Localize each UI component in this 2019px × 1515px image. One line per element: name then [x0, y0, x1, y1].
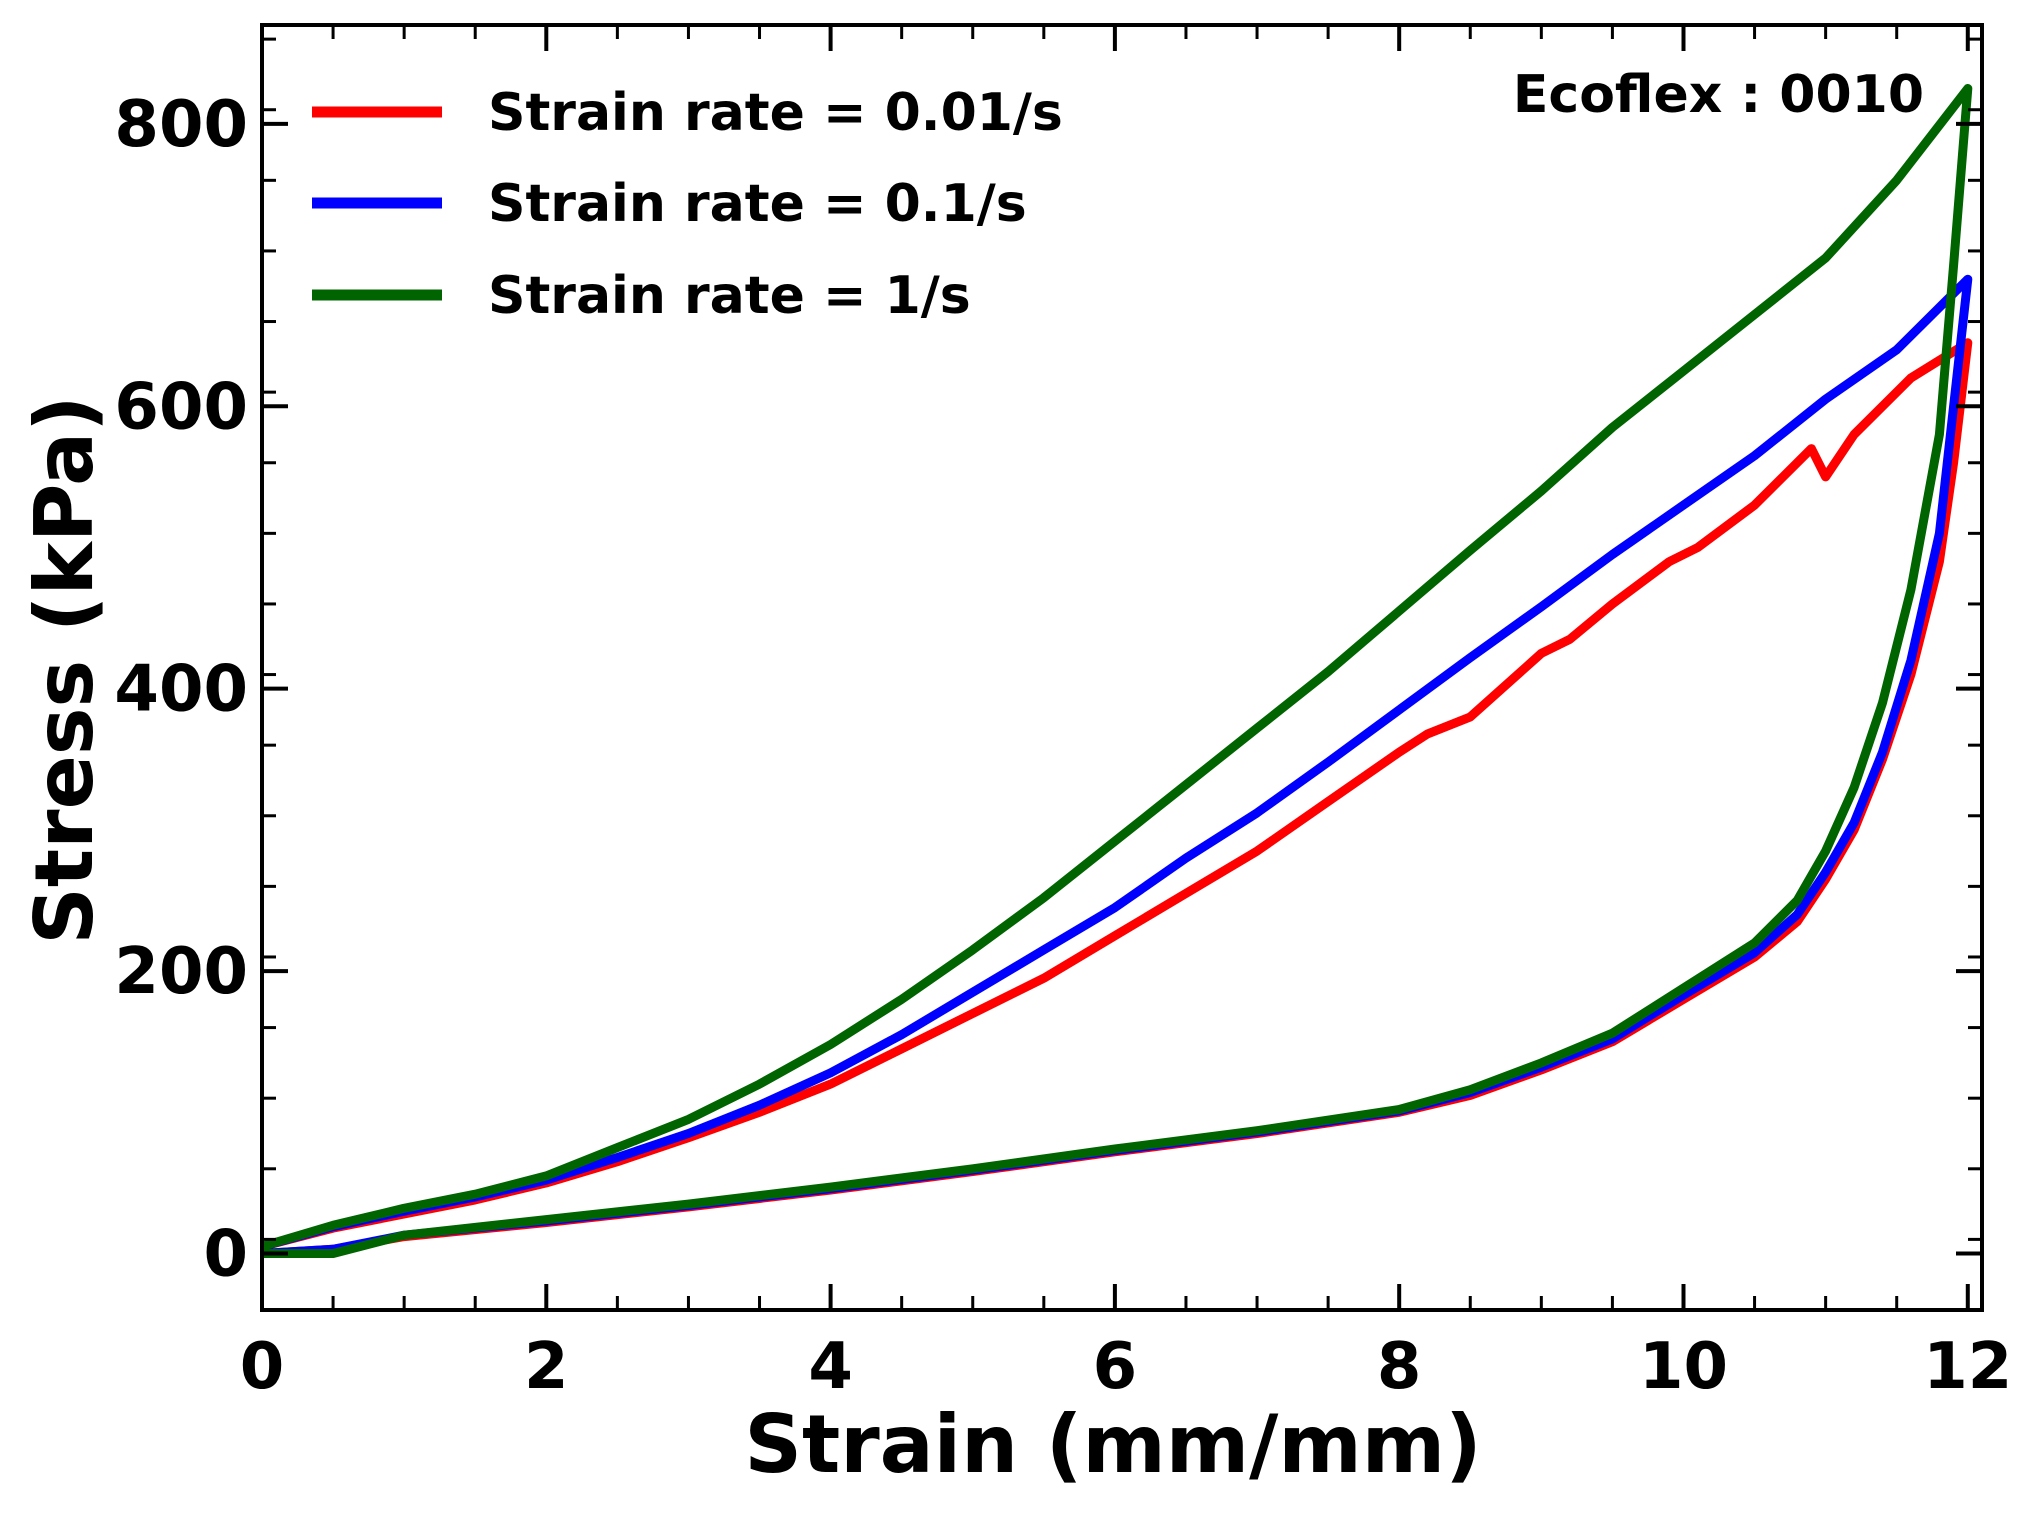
legend-label-2: Strain rate = 0.1/s	[488, 174, 1027, 234]
x-axis-title: Strain (mm/mm)	[744, 1398, 1481, 1491]
x-tick-label: 0	[240, 1330, 285, 1404]
series-line-1	[262, 338, 1973, 1258]
x-tick-label: 10	[1639, 1330, 1728, 1404]
x-tick-label: 6	[1093, 1330, 1138, 1404]
x-tick-label: 8	[1377, 1330, 1422, 1404]
legend: Strain rate = 0.01/s Strain rate = 0.1/s S…	[312, 83, 1063, 326]
y-tick-label: 0	[203, 1218, 248, 1292]
y-axis-title: Stress (kPa)	[18, 395, 111, 944]
series-line-3	[262, 84, 1973, 1258]
legend-label-3: Strain rate = 1/s	[488, 266, 971, 326]
y-tick-label: 800	[114, 88, 248, 162]
series-line-2	[262, 274, 1973, 1258]
y-tick-label: 400	[114, 653, 248, 727]
y-tick-label: 200	[114, 935, 248, 1009]
plot-frame	[260, 23, 1984, 1312]
y-tick-label: 600	[114, 370, 248, 444]
axes-layer: 0 2 4 6 8 10 12 0 200 400 600 800	[114, 23, 2012, 1404]
x-tick-label: 2	[524, 1330, 569, 1404]
legend-label-1: Strain rate = 0.01/s	[488, 83, 1063, 143]
x-tick-label: 4	[808, 1330, 853, 1404]
material-annotation: Ecoflex : 0010	[1513, 65, 1924, 125]
series-layer	[262, 84, 1973, 1258]
x-tick-label: 12	[1923, 1330, 2012, 1404]
